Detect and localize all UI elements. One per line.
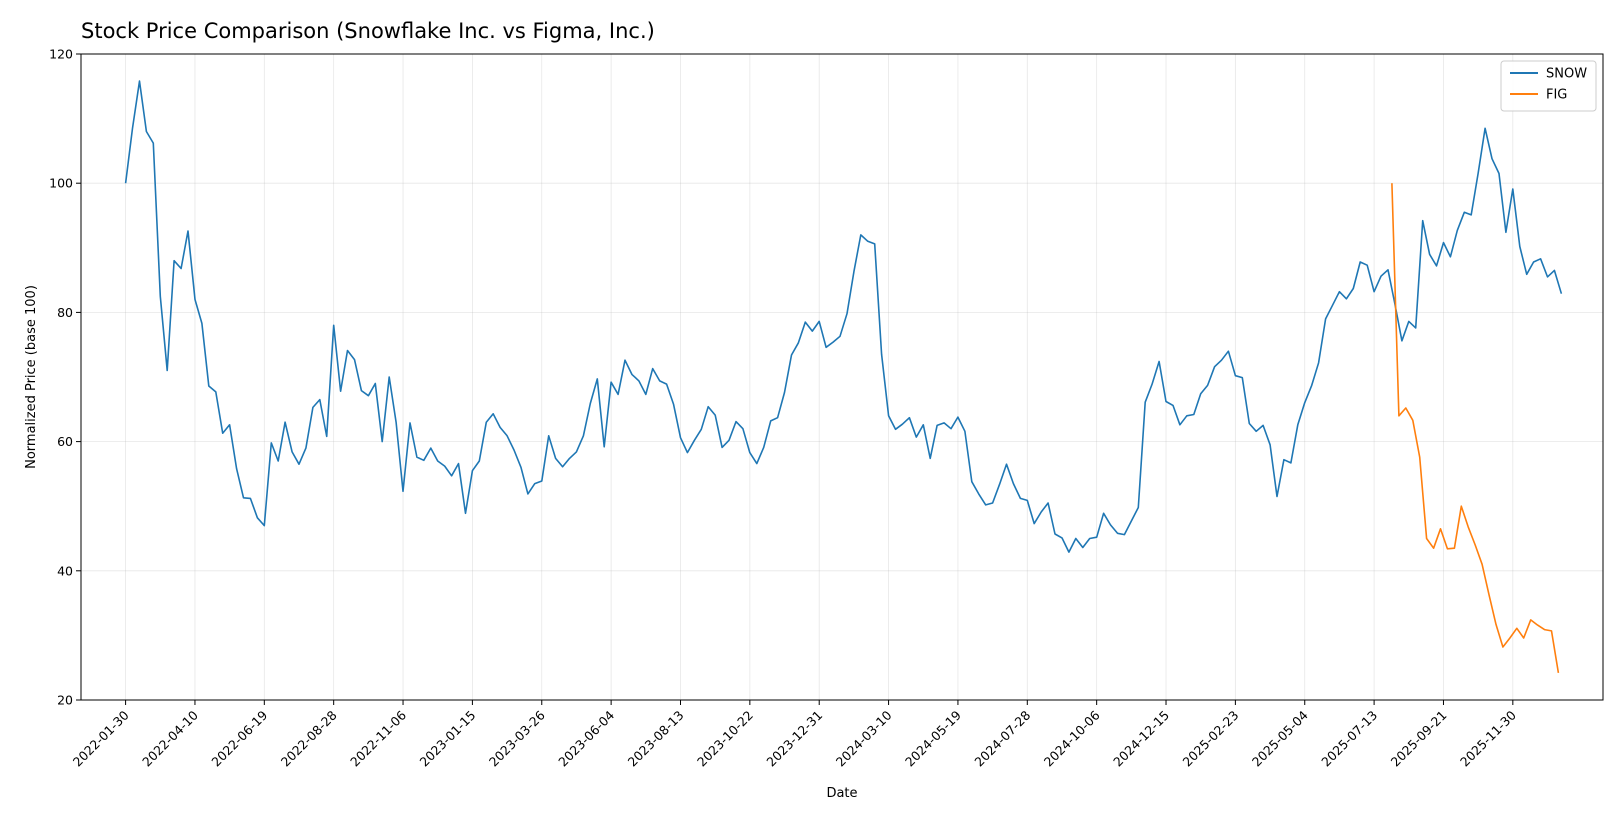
- x-tick-label: 2025-09-21: [1388, 708, 1450, 770]
- x-tick-label: 2025-11-30: [1457, 707, 1519, 769]
- x-tick-label: 2023-10-22: [694, 708, 756, 770]
- x-tick-label: 2023-06-04: [555, 707, 617, 769]
- y-axis: 20 40 60 80 100 120: [49, 47, 81, 708]
- x-tick-label: 2023-08-13: [625, 708, 687, 770]
- y-tick-label: 120: [49, 47, 73, 62]
- y-tick-label: 40: [57, 563, 73, 578]
- y-axis-label: Normalized Price (base 100): [24, 285, 39, 469]
- x-tick-label: 2024-03-10: [833, 707, 895, 769]
- x-axis-label: Date: [826, 786, 857, 801]
- x-tick-label: 2022-06-19: [208, 707, 270, 769]
- y-tick-label: 80: [57, 305, 73, 320]
- legend: SNOW FIG: [1500, 60, 1597, 112]
- series-line-fig: [1391, 183, 1560, 674]
- y-tick-label: 60: [57, 434, 73, 449]
- x-tick-label: 2024-10-06: [1041, 707, 1103, 769]
- x-tick-label: 2025-05-04: [1249, 707, 1311, 769]
- legend-label-fig: FIG: [1546, 88, 1567, 103]
- x-tick-label: 2024-07-28: [971, 707, 1033, 769]
- x-tick-label: 2023-01-15: [417, 708, 479, 770]
- grid-lines: [81, 53, 1603, 701]
- plot-frame: [80, 53, 1604, 701]
- x-tick-label: 2022-08-28: [278, 707, 340, 769]
- x-axis: 2022-01-30 2022-04-10 2022-06-19 2022-08-28…: [70, 700, 1519, 769]
- x-tick-label: 2022-01-30: [70, 707, 132, 769]
- x-tick-label: 2025-07-13: [1318, 708, 1380, 770]
- x-tick-label: 2024-05-19: [902, 707, 964, 769]
- y-tick-label: 20: [57, 693, 73, 708]
- legend-label-snow: SNOW: [1546, 67, 1587, 82]
- x-tick-label: 2025-02-23: [1180, 708, 1242, 770]
- y-tick-label: 100: [49, 176, 73, 191]
- x-tick-label: 2022-11-06: [347, 707, 409, 769]
- series-line-snow: [124, 80, 1563, 553]
- x-tick-label: 2023-03-26: [486, 707, 548, 769]
- series-layer: [124, 80, 1563, 674]
- x-tick-label: 2022-04-10: [139, 707, 201, 769]
- chart-title: Stock Price Comparison (Snowflake Inc. v…: [81, 19, 655, 43]
- plot-area: [81, 54, 1603, 700]
- x-tick-label: 2024-12-15: [1110, 708, 1172, 770]
- x-tick-label: 2023-12-31: [763, 708, 825, 770]
